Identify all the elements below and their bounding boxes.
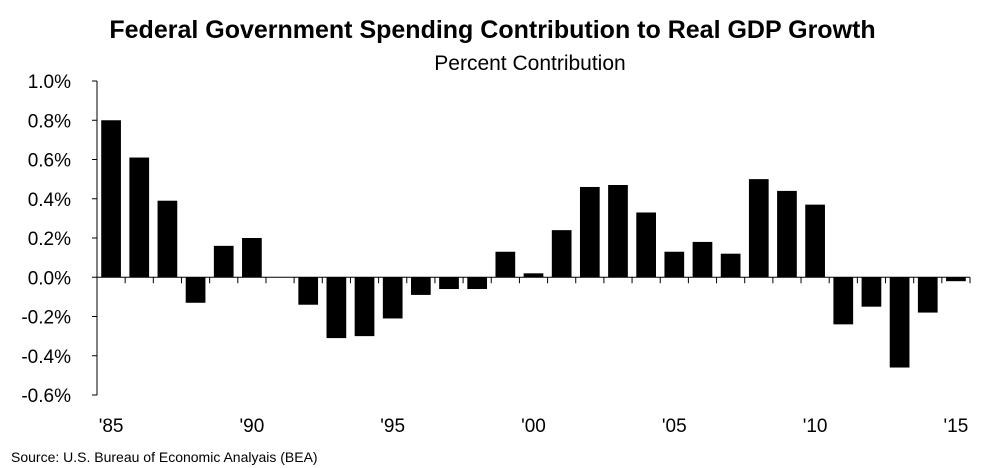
bar-1985	[101, 120, 121, 278]
x-tick-label: '05	[662, 416, 687, 437]
bar-1992	[298, 277, 319, 305]
y-tick-label: 0.8%	[28, 111, 71, 132]
y-tick-label: 0.6%	[28, 151, 71, 172]
bar-2011	[833, 277, 854, 325]
chart-title: Federal Government Spending Contribution…	[109, 16, 876, 44]
bars	[101, 120, 966, 368]
bar-1995	[382, 277, 403, 319]
y-tick-label: 0.4%	[28, 190, 71, 211]
bar-1989	[213, 245, 234, 278]
bar-2003	[608, 185, 628, 278]
bar-2012	[861, 277, 882, 307]
x-tick-label: '00	[521, 416, 546, 437]
x-tick-label: '85	[99, 416, 124, 437]
y-axis: 1.0% 0.8% 0.6% 0.4% 0.2% 0.0% -0.2% -0.4% -0.6%	[21, 72, 98, 407]
bar-1988	[185, 277, 206, 303]
y-tick-label: 0.0%	[28, 268, 71, 289]
y-tick-label: -0.4%	[21, 347, 71, 368]
bar-1999	[495, 251, 516, 278]
bar-1994	[354, 277, 375, 337]
y-axis-ticks	[92, 80, 97, 396]
y-tick-label: -0.2%	[21, 308, 71, 329]
bar-2013	[889, 277, 910, 368]
bar-2007	[720, 253, 741, 278]
bar-2009	[777, 190, 797, 278]
x-axis-tick-labels: '85 '90 '95 '00 '05 '10 '15	[99, 416, 969, 437]
x-axis: '85 '90 '95 '00 '05 '10 '15	[96, 276, 971, 437]
y-tick-label: 1.0%	[28, 72, 71, 93]
bar-1998	[467, 277, 488, 290]
x-tick-label: '90	[240, 416, 265, 437]
source-note: Source: U.S. Bureau of Economic Analyais…	[11, 449, 318, 465]
y-axis-tick-labels: 1.0% 0.8% 0.6% 0.4% 0.2% 0.0% -0.2% -0.4% -0.6%	[21, 72, 71, 407]
y-tick-label: -0.6%	[21, 386, 71, 407]
bar-2002	[579, 186, 600, 278]
y-tick-label: 0.2%	[28, 229, 71, 250]
bar-1990	[242, 238, 262, 278]
bar-1993	[326, 277, 347, 339]
bar-2014	[917, 277, 938, 313]
x-tick-label: '10	[803, 416, 828, 437]
x-axis-ticks	[96, 277, 971, 284]
bar-2000	[523, 273, 544, 278]
bar-2008	[748, 179, 769, 278]
bar-1996	[410, 277, 431, 295]
bar-1997	[439, 277, 459, 290]
bar-2010	[805, 204, 825, 278]
bar-1986	[129, 157, 150, 278]
x-tick-label: '15	[944, 416, 969, 437]
bar-2006	[692, 241, 713, 278]
bar-2004	[636, 212, 657, 278]
bar-2015	[946, 277, 966, 282]
bar-1987	[157, 200, 178, 278]
bar-2001	[551, 230, 572, 278]
chart-subtitle: Percent Contribution	[434, 52, 626, 75]
x-tick-label: '95	[380, 416, 405, 437]
bar-2005	[664, 251, 685, 278]
